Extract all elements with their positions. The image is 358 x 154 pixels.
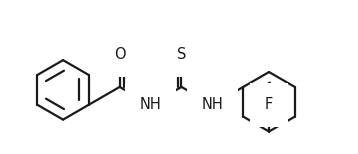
Text: F: F	[265, 97, 273, 112]
Text: O: O	[114, 47, 126, 62]
Text: NH: NH	[140, 97, 161, 112]
Text: S: S	[177, 47, 186, 62]
Text: NH: NH	[202, 97, 223, 112]
